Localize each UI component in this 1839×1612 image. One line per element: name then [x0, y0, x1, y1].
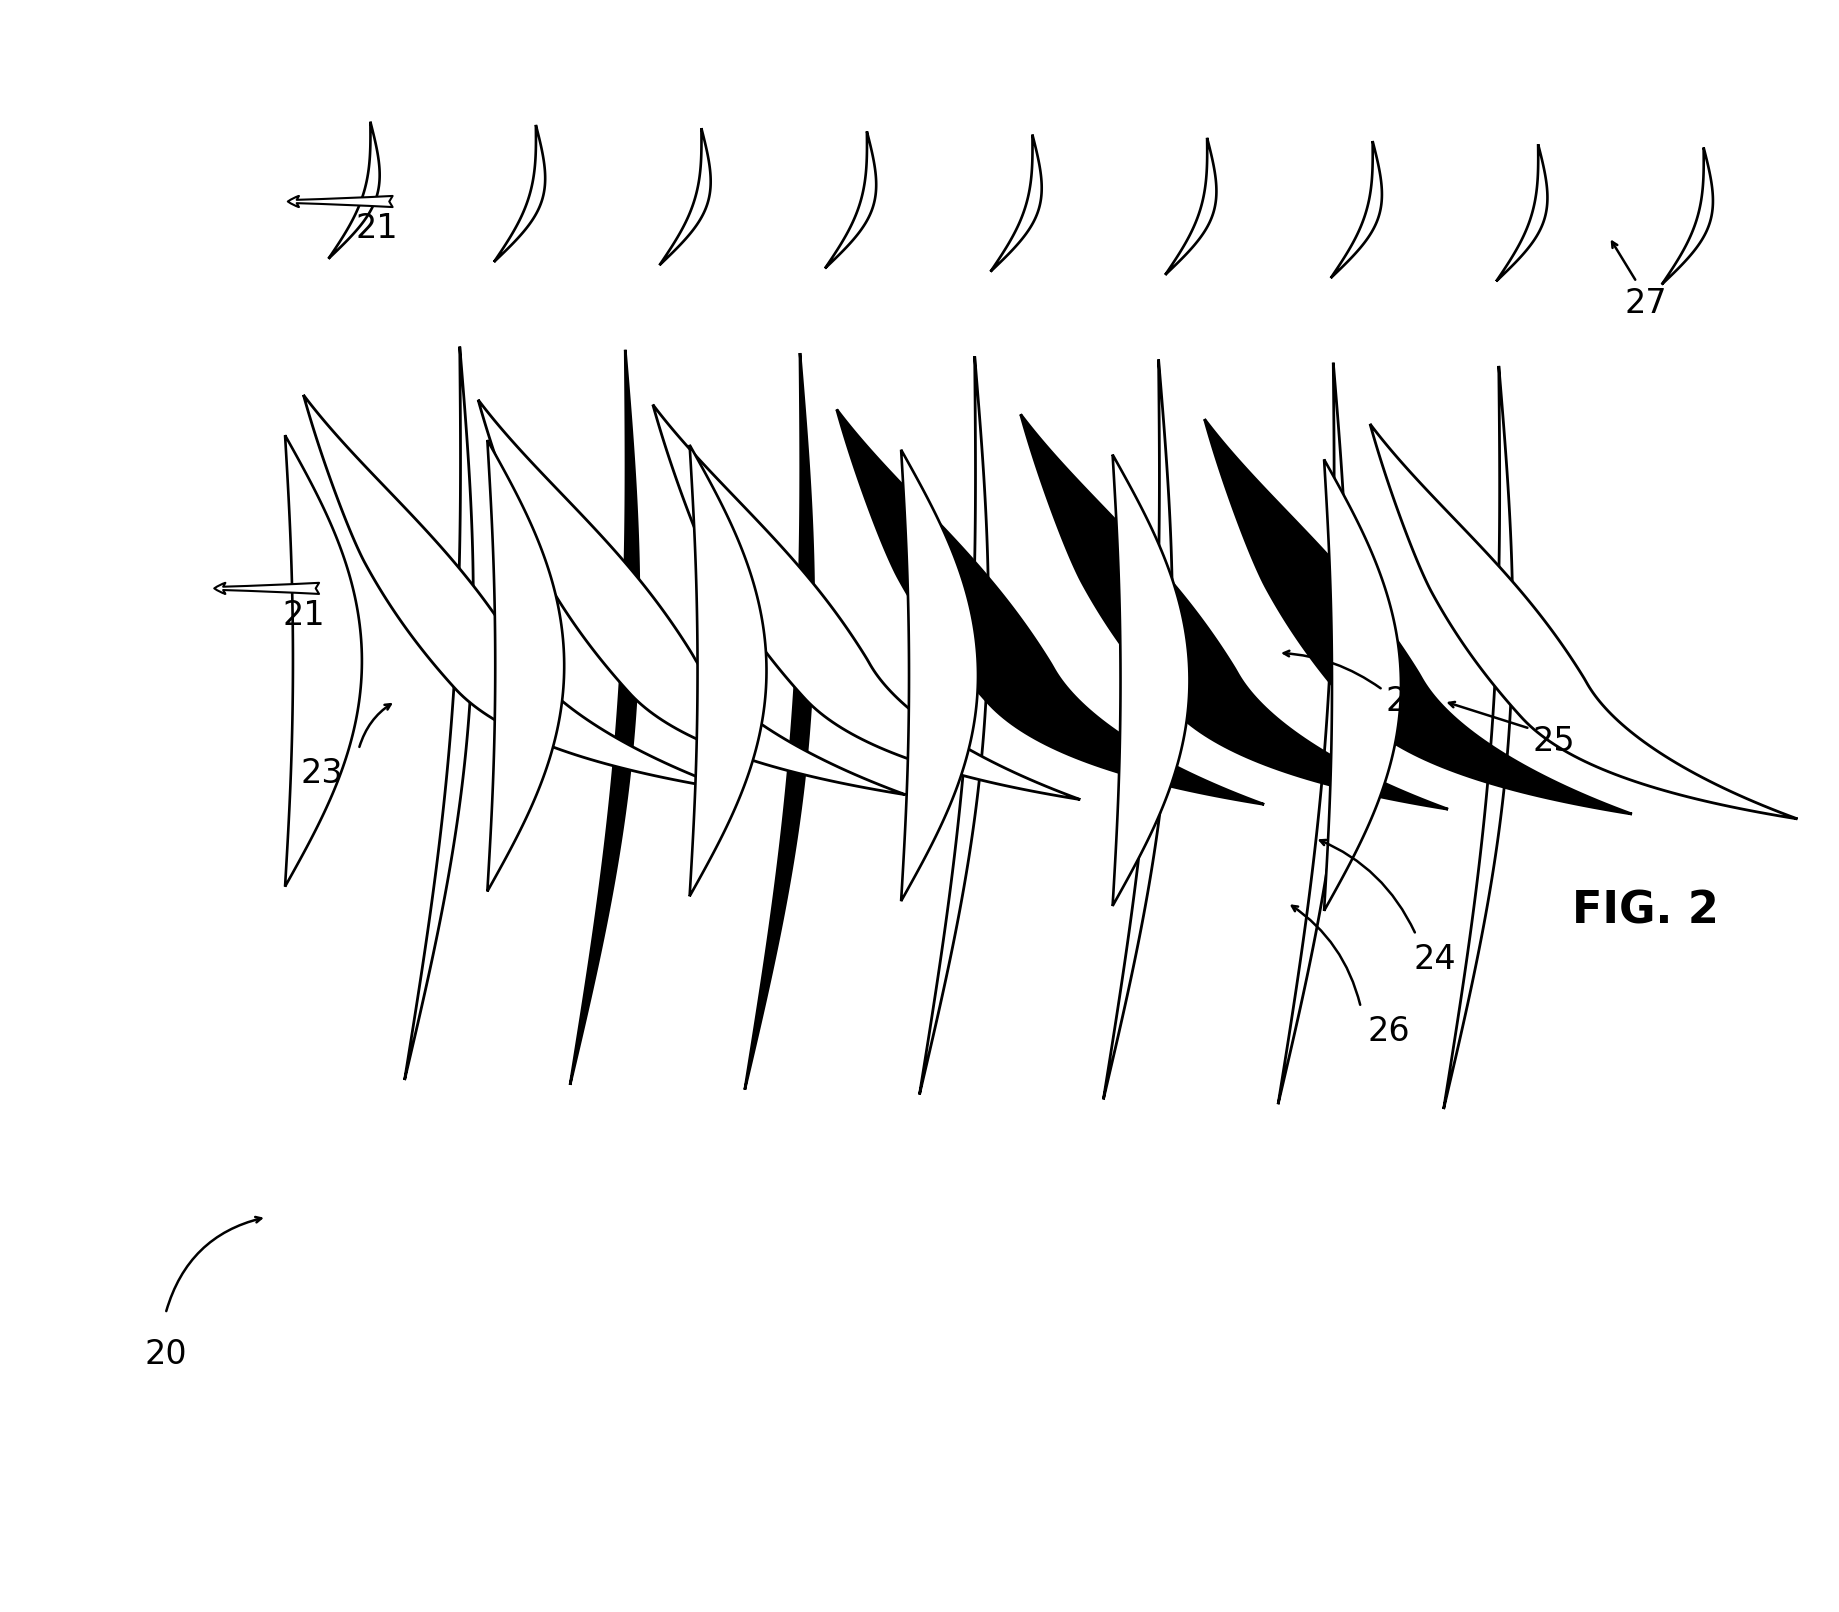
- Text: 27: 27: [1624, 287, 1668, 319]
- Polygon shape: [487, 440, 565, 891]
- Text: 21: 21: [281, 600, 326, 632]
- Polygon shape: [1444, 366, 1513, 1109]
- Text: 23: 23: [300, 758, 344, 790]
- Polygon shape: [1497, 143, 1547, 282]
- Polygon shape: [1370, 424, 1797, 819]
- Polygon shape: [837, 409, 1263, 804]
- Polygon shape: [920, 356, 988, 1095]
- Polygon shape: [901, 450, 978, 901]
- Polygon shape: [329, 121, 379, 260]
- Text: FIG. 2: FIG. 2: [1572, 890, 1719, 932]
- Polygon shape: [1166, 137, 1216, 276]
- Polygon shape: [660, 127, 710, 266]
- Polygon shape: [1021, 414, 1447, 809]
- Polygon shape: [285, 435, 362, 887]
- Polygon shape: [826, 131, 875, 269]
- Polygon shape: [303, 395, 730, 790]
- Polygon shape: [1324, 459, 1401, 911]
- Polygon shape: [1662, 147, 1712, 285]
- Text: 22: 22: [1385, 685, 1429, 717]
- Polygon shape: [1103, 359, 1173, 1099]
- Text: 21: 21: [355, 213, 399, 245]
- Text: 26: 26: [1366, 1016, 1411, 1048]
- Polygon shape: [1205, 419, 1631, 814]
- Polygon shape: [745, 353, 813, 1090]
- Polygon shape: [1278, 363, 1348, 1104]
- Polygon shape: [991, 134, 1041, 272]
- Text: 25: 25: [1532, 725, 1576, 758]
- Polygon shape: [478, 400, 905, 795]
- Polygon shape: [570, 350, 638, 1085]
- Polygon shape: [1331, 140, 1381, 279]
- Polygon shape: [1113, 455, 1190, 906]
- Polygon shape: [690, 445, 767, 896]
- Text: 24: 24: [1412, 943, 1456, 975]
- Polygon shape: [653, 405, 1079, 800]
- Polygon shape: [405, 347, 473, 1080]
- Polygon shape: [495, 124, 544, 263]
- Text: 20: 20: [143, 1338, 188, 1370]
